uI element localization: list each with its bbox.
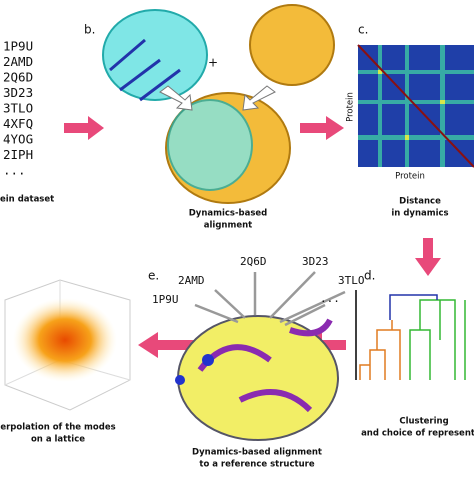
protein-id: 2Q6D — [240, 255, 267, 268]
caption: to a reference structure — [199, 460, 314, 470]
caption: erpolation of the modes — [0, 423, 115, 433]
axis-label: Protein — [395, 172, 425, 182]
panel-letter: d. — [364, 269, 375, 283]
caption: in dynamics — [391, 209, 448, 219]
merge-arrows — [159, 85, 276, 111]
protein-id: ... — [320, 292, 340, 305]
input-arrows — [194, 271, 346, 327]
protein-id: ... — [3, 163, 26, 178]
panel-letter: e. — [148, 269, 159, 283]
protein-id: 2AMD — [178, 274, 205, 287]
caption: Clustering — [399, 417, 448, 427]
protein-id: 3D23 — [3, 85, 33, 100]
protein-id: 3TLO — [3, 101, 33, 116]
plus-sign: + — [208, 56, 218, 70]
protein-id: 2Q6D — [3, 70, 33, 85]
caption: Dynamics-based — [189, 209, 268, 219]
protein-id: 2AMD — [3, 54, 33, 69]
lattice-plot — [4, 279, 131, 411]
panel-letter: c. — [358, 23, 368, 37]
protein-structures — [102, 4, 339, 441]
protein-id: 3D23 — [302, 255, 329, 268]
caption: on a lattice — [31, 435, 85, 445]
protein-id: 2IPH — [3, 147, 33, 162]
caption: Dynamics-based alignment — [192, 448, 322, 458]
caption: alignment — [204, 221, 252, 231]
caption: Distance — [399, 197, 441, 207]
protein-id: 1P9U — [3, 39, 33, 54]
axis-label: Protein — [346, 92, 356, 122]
panel-letter: b. — [84, 23, 95, 37]
caption: and choice of represent — [361, 429, 474, 439]
distance-matrix — [357, 44, 474, 168]
dendrogram — [355, 290, 466, 380]
protein-id: 4XFQ — [3, 116, 33, 131]
protein-id: 1P9U — [152, 293, 179, 306]
protein-id: 4YOG — [3, 132, 33, 147]
caption: ein dataset — [0, 195, 54, 205]
protein-id: 3TLO — [338, 274, 365, 287]
